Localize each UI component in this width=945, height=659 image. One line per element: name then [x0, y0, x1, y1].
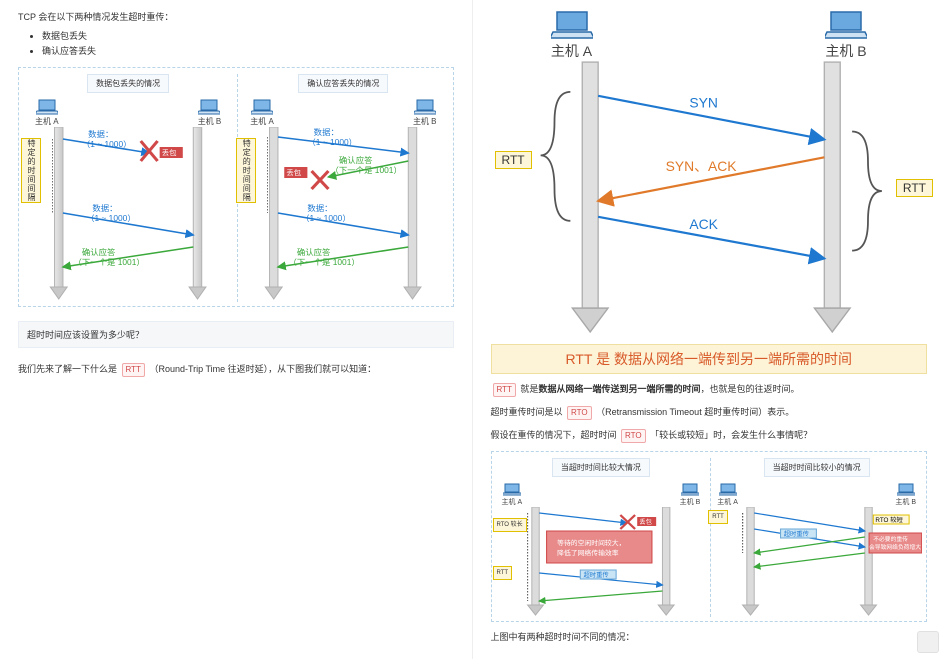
- scroll-top-button[interactable]: [917, 631, 939, 653]
- svg-text:数据：: 数据：: [314, 127, 339, 137]
- fig-title: 数据包丢失的情况: [87, 74, 169, 93]
- svg-text:不必要的重传: 不必要的重传: [874, 535, 909, 543]
- fig-title: 当超时时间比较小的情况: [764, 458, 870, 477]
- svg-text:降低了网络传输效率: 降低了网络传输效率: [557, 548, 619, 557]
- svg-text:ACK: ACK: [689, 216, 718, 232]
- svg-text:（1 ~ 1000）: （1 ~ 1000）: [82, 140, 132, 149]
- svg-text:等待的空闲时间较大，: 等待的空闲时间较大，: [557, 538, 625, 547]
- host-b: 主机 B: [895, 483, 916, 507]
- fig-title: 确认应答丢失的情况: [298, 74, 388, 93]
- svg-text:SYN: SYN: [689, 95, 718, 111]
- bullet-item: 数据包丢失: [42, 29, 454, 42]
- laptop-icon: [897, 483, 915, 496]
- fig-half-ack-loss: 确认应答丢失的情况 主机 A 主机 B 特定的时间间隔: [237, 74, 448, 302]
- laptop-icon: [251, 99, 273, 115]
- para-assume: 假设在重传的情况下，超时时间 RTO 「较长或较短」时，会发生什么事情呢？: [491, 428, 928, 443]
- host-a: 主机 A: [35, 99, 59, 127]
- svg-text:会导致网络负荷增大: 会导致网络负荷增大: [869, 543, 921, 551]
- rtt-intro-para: 我们先来了解一下什么是 RTT （Round-Trip Time 往返时延），从…: [18, 362, 454, 377]
- svg-text:（下一个是 1001）: （下一个是 1001）: [331, 166, 402, 175]
- svg-text:数据：: 数据：: [92, 203, 117, 213]
- svg-text:丢包: 丢包: [287, 168, 302, 177]
- fig-half-rto-long: 当超时时间比较大情况 主机 A 主机 B RTO 较长 RTT 丢包: [496, 458, 707, 617]
- packet-loss-figure: 数据包丢失的情况 主机 A 主机 B 特定的时间间隔: [18, 67, 454, 307]
- lane: RTO 较短 超时重传 不必要的重传 会导致网络负荷增大: [711, 507, 922, 617]
- host-a: 主机 A: [717, 483, 738, 507]
- host-a: 主机 A: [250, 99, 274, 127]
- question-box: 超时时间应该设置为多少呢？: [18, 321, 454, 348]
- laptop-icon: [681, 483, 699, 496]
- rtt-big-diagram: RTT RTT SYN SYN、ACK ACK: [491, 61, 928, 336]
- laptop-icon: [36, 99, 58, 115]
- host-b: 主机 B: [680, 483, 701, 507]
- lane: 数据： （1 ~ 1000） 丢包 数据： （1 ~ 1000） 确认应: [23, 127, 233, 302]
- diagram-svg: RTO 较短 超时重传 不必要的重传 会导致网络负荷增大: [711, 507, 922, 617]
- para-rto: 超时重传时间是以 RTO （Retransmission Timeout 超时重…: [491, 405, 928, 420]
- bullet-list: 数据包丢失 确认应答丢失: [42, 29, 454, 57]
- host-b: 主机 B: [413, 99, 437, 127]
- laptop-icon: [414, 99, 436, 115]
- laptop-icon: [551, 10, 593, 40]
- svg-text:丢包: 丢包: [162, 148, 177, 157]
- svg-text:数据：: 数据：: [88, 129, 113, 139]
- lane: 丢包 等待的空闲时间较大， 降低了网络传输效率 超时重传: [496, 507, 707, 617]
- laptop-icon: [719, 483, 737, 496]
- rtt-definition-strip: RTT 是 数据从网络一端传到另一端所需的时间: [491, 344, 928, 374]
- diagram-svg: 数据： （1 ~ 1000） 丢包 数据： （1 ~ 1000） 确认应: [23, 127, 233, 302]
- fig-half-rto-short: 当超时时间比较小的情况 主机 A 主机 B RTT RTO 较短: [710, 458, 922, 617]
- svg-text:确认应答: 确认应答: [297, 247, 331, 257]
- para-rtt: RTT 就是数据从网络一端传送到另一端所需的时间，也就是包的往返时间。: [491, 382, 928, 397]
- laptop-icon: [503, 483, 521, 496]
- right-column: 主机 A 主机 B RTT RTT: [473, 0, 945, 659]
- diagram-svg: 数据： （1 ~ 1000） 确认应答 （下一个是 1001） 丢包 数据： （…: [238, 127, 448, 302]
- lane: 数据： （1 ~ 1000） 确认应答 （下一个是 1001） 丢包 数据： （…: [238, 127, 448, 302]
- svg-text:（下一个是 1001）: （下一个是 1001）: [73, 258, 144, 267]
- host-a: 主机 A: [551, 10, 593, 61]
- tail-para: 上图中有两种超时时间不同的情况：: [491, 630, 928, 644]
- svg-text:确认应答: 确认应答: [82, 247, 116, 257]
- intro-text: TCP 会在以下两种情况发生超时重传：: [18, 10, 454, 23]
- svg-text:丢包: 丢包: [639, 518, 652, 526]
- svg-text:（1 ~ 1000）: （1 ~ 1000）: [308, 138, 358, 147]
- svg-text:RTO 较短: RTO 较短: [876, 516, 903, 524]
- host-b: 主机 B: [825, 10, 867, 61]
- svg-text:数据：: 数据：: [308, 203, 333, 213]
- svg-text:（1 ~ 1000）: （1 ~ 1000）: [86, 214, 136, 223]
- svg-text:确认应答: 确认应答: [339, 155, 373, 165]
- svg-text:超时重传: 超时重传: [583, 571, 608, 579]
- svg-text:超时重传: 超时重传: [784, 530, 809, 538]
- svg-text:（下一个是 1001）: （下一个是 1001）: [289, 258, 360, 267]
- diagram-svg: 丢包 等待的空闲时间较大， 降低了网络传输效率 超时重传: [496, 507, 707, 617]
- host-b: 主机 B: [198, 99, 222, 127]
- svg-text:SYN、ACK: SYN、ACK: [665, 158, 737, 174]
- fig-half-data-loss: 数据包丢失的情况 主机 A 主机 B 特定的时间间隔: [23, 74, 233, 302]
- diagram-svg: SYN SYN、ACK ACK: [491, 61, 928, 336]
- laptop-icon: [198, 99, 220, 115]
- rto-compare-figure: 当超时时间比较大情况 主机 A 主机 B RTO 较长 RTT 丢包: [491, 451, 928, 622]
- svg-text:（1 ~ 1000）: （1 ~ 1000）: [301, 214, 351, 223]
- rtt-chip: RTT: [122, 363, 145, 377]
- fig-title: 当超时时间比较大情况: [552, 458, 650, 477]
- left-column: TCP 会在以下两种情况发生超时重传： 数据包丢失 确认应答丢失 数据包丢失的情…: [0, 0, 473, 659]
- host-a: 主机 A: [502, 483, 523, 507]
- bullet-item: 确认应答丢失: [42, 44, 454, 57]
- laptop-icon: [825, 10, 867, 40]
